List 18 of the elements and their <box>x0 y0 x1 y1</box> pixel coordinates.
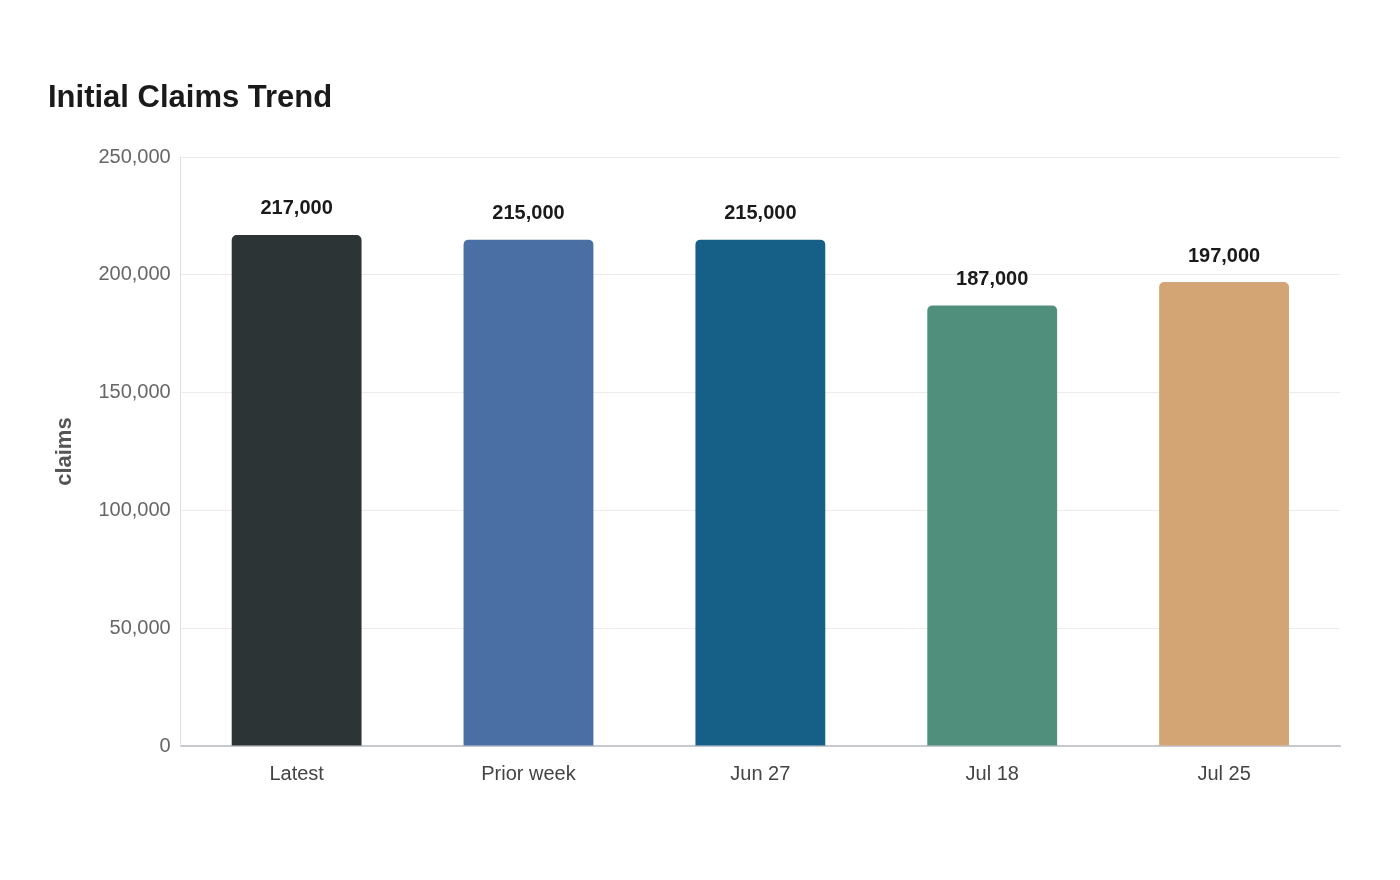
y-tick-label: 0 <box>159 733 171 756</box>
y-tick-label: 250,000 <box>98 144 171 167</box>
x-tick-label: Jul 18 <box>965 761 1019 784</box>
y-axis-title: claims <box>51 417 77 486</box>
y-tick-label: 150,000 <box>98 380 171 403</box>
x-tick-label: Jul 25 <box>1197 761 1251 784</box>
data-label: 217,000 <box>260 196 333 219</box>
chart-title: Initial Claims Trend <box>48 79 333 115</box>
y-tick-label: 100,000 <box>98 498 171 520</box>
y-tick-label: 200,000 <box>98 262 171 285</box>
data-label: 197,000 <box>1187 243 1261 266</box>
y-tick-label: 50,000 <box>109 615 171 638</box>
data-label: 187,000 <box>956 267 1029 290</box>
data-label: 215,000 <box>724 201 797 224</box>
x-tick-label: Latest <box>269 761 325 784</box>
x-tick-label: Jun 27 <box>730 761 791 784</box>
data-label: 215,000 <box>492 201 565 224</box>
x-tick-label: Prior week <box>481 761 577 784</box>
